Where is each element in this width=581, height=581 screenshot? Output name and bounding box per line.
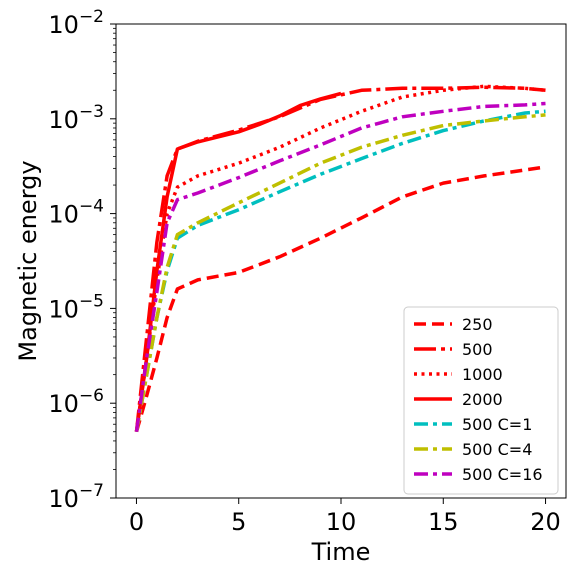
- y-tick-label: 10−6: [48, 386, 104, 418]
- legend-label: 1000: [462, 365, 503, 384]
- y-tick-exponent: −6: [79, 386, 104, 406]
- legend-label: 2000: [462, 390, 503, 409]
- y-tick-label: 10−3: [48, 102, 104, 134]
- x-tick-label: 15: [428, 508, 459, 536]
- legend-label: 500 C=4: [462, 440, 532, 459]
- x-tick-label: 0: [129, 508, 144, 536]
- y-axis-label: Magnetic energy: [14, 160, 42, 361]
- x-tick-label: 5: [231, 508, 246, 536]
- y-tick-base: 10: [48, 390, 79, 418]
- legend-label: 500 C=1: [462, 415, 532, 434]
- y-tick-label: 10−7: [48, 481, 104, 513]
- y-tick-exponent: −2: [79, 7, 104, 27]
- x-tick-label: 10: [326, 508, 357, 536]
- y-tick-exponent: −7: [79, 481, 104, 501]
- series-line-3: [134, 91, 342, 432]
- y-tick-label: 10−2: [48, 7, 104, 39]
- series-line-5: [134, 113, 546, 433]
- series-line-6: [134, 101, 546, 432]
- y-tick-exponent: −4: [79, 197, 104, 217]
- y-tick-base: 10: [48, 106, 79, 134]
- legend: 250 500 1000 2000 500 C=1 500 C=4 500 C=16: [403, 306, 559, 495]
- x-axis-label: Time: [311, 538, 371, 566]
- y-tick-label: 10−4: [48, 197, 104, 229]
- series-line-0: [134, 165, 546, 433]
- y-tick-base: 10: [48, 11, 79, 39]
- x-tick-label: 20: [530, 508, 561, 536]
- x-axis: 0 5 10 15 20: [129, 498, 561, 536]
- legend-label: 250: [462, 315, 493, 334]
- y-tick-label: 10−5: [48, 291, 104, 323]
- series-layer: [134, 84, 546, 433]
- legend-label: 500: [462, 340, 493, 359]
- legend-label: 500 C=16: [462, 465, 543, 484]
- series-line-1: [134, 85, 546, 432]
- y-axis: 10−710−610−510−410−310−2: [48, 7, 116, 513]
- y-tick-base: 10: [48, 201, 79, 229]
- y-tick-exponent: −3: [79, 102, 104, 122]
- y-tick-base: 10: [48, 485, 79, 513]
- y-tick-base: 10: [48, 295, 79, 323]
- y-tick-exponent: −5: [79, 291, 104, 311]
- plot-area: [115, 23, 567, 499]
